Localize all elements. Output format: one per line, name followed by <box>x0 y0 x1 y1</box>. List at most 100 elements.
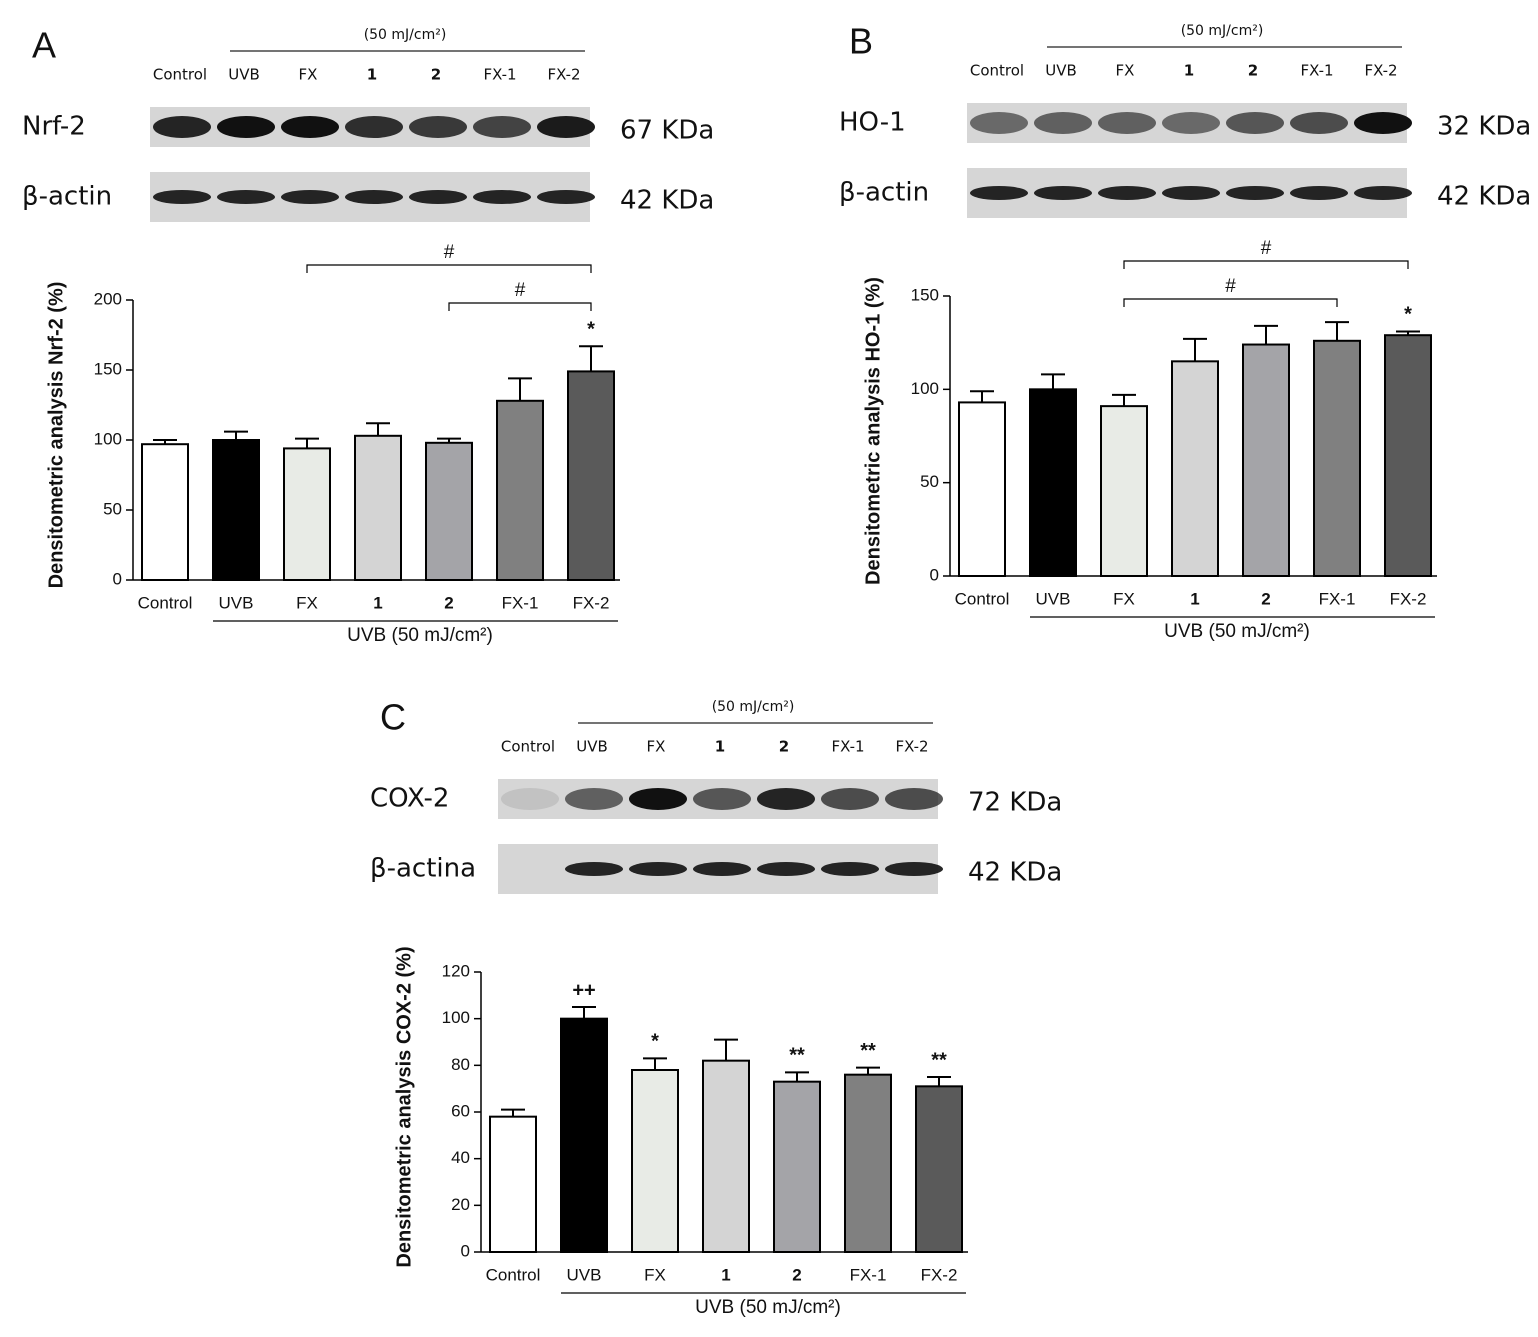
x-tick-label: 1 <box>1190 589 1199 608</box>
y-tick-label: 0 <box>461 1241 470 1260</box>
blot-band <box>537 116 595 138</box>
y-tick-label: 40 <box>451 1148 470 1167</box>
blot-band <box>1354 112 1412 134</box>
x-tick-label: Control <box>138 593 193 612</box>
bar <box>844 1073 892 1253</box>
bracket-label: # <box>444 242 455 263</box>
x-tick-label: FX-1 <box>502 593 539 612</box>
x-tick-label: UVB <box>219 593 254 612</box>
blot-size-label: 42 KDa <box>1437 182 1531 212</box>
lane-label: FX-2 <box>895 738 928 756</box>
significance-mark: ++ <box>572 979 595 1001</box>
lane-label: Control <box>970 62 1024 80</box>
lane-label: FX <box>1116 62 1135 80</box>
blot-band <box>821 788 879 810</box>
bar <box>1313 339 1361 577</box>
y-axis-label: Densitometric analysis HO-1 (%) <box>862 277 884 585</box>
bar <box>354 434 402 581</box>
blot-header: (50 mJ/cm²) <box>712 699 795 715</box>
bar <box>212 439 260 581</box>
blot-band <box>473 190 531 204</box>
lane-label: FX <box>299 66 318 84</box>
blot-band <box>1226 112 1284 134</box>
x-tick-label: UVB <box>567 1265 602 1284</box>
panel-letter: A <box>32 25 56 66</box>
blot-band <box>501 788 559 810</box>
x-tick-label: FX <box>644 1265 666 1284</box>
y-tick-label: 50 <box>103 499 122 518</box>
x-tick-label: FX-1 <box>850 1265 887 1284</box>
bar <box>915 1085 963 1254</box>
blot-band <box>153 116 211 138</box>
blot-band <box>693 862 751 876</box>
x-tick-label: 2 <box>444 593 453 612</box>
blot-band <box>1226 186 1284 200</box>
x-tick-label: FX <box>1113 589 1135 608</box>
y-tick-label: 20 <box>451 1195 470 1214</box>
y-tick-label: 100 <box>911 379 939 398</box>
blot-band <box>473 116 531 138</box>
blot-band <box>757 862 815 876</box>
comparison-bracket <box>448 302 592 311</box>
blot-row-label: Nrf-2 <box>22 112 86 142</box>
panel-letter: C <box>380 697 406 738</box>
x-tick-label: FX-2 <box>921 1265 958 1284</box>
bar <box>489 1115 537 1253</box>
significance-mark: * <box>1404 304 1412 326</box>
comparison-bracket <box>306 264 592 273</box>
lane-label: 1 <box>367 66 377 84</box>
blot-band <box>970 186 1028 200</box>
blot-band <box>565 862 623 876</box>
lane-label: 2 <box>779 738 789 756</box>
blot-size-label: 32 KDa <box>1437 112 1531 142</box>
x-axis-label: UVB (50 mJ/cm²) <box>1164 621 1310 642</box>
blot-band <box>153 190 211 204</box>
blot-band <box>885 862 943 876</box>
bar <box>425 441 473 581</box>
x-tick-label: FX <box>296 593 318 612</box>
x-tick-label: FX-2 <box>573 593 610 612</box>
lane-label: FX-2 <box>547 66 580 84</box>
blot-band <box>409 190 467 204</box>
significance-mark: * <box>587 318 595 340</box>
lane-label: FX-1 <box>1300 62 1333 80</box>
blot-size-label: 42 KDa <box>620 186 714 216</box>
bar <box>496 399 544 581</box>
blot-band <box>1034 112 1092 134</box>
y-tick-label: 150 <box>94 359 122 378</box>
bar <box>1242 343 1290 577</box>
y-tick-label: 80 <box>451 1055 470 1074</box>
bar <box>141 443 189 582</box>
blot-band <box>345 190 403 204</box>
blot-header: (50 mJ/cm²) <box>1181 23 1264 39</box>
blot-row-label: β-actin <box>22 182 112 212</box>
blot-band <box>821 862 879 876</box>
comparison-bracket <box>1123 298 1338 307</box>
y-tick-label: 100 <box>94 429 122 448</box>
lane-label: Control <box>501 738 555 756</box>
blot-band <box>693 788 751 810</box>
blot-band <box>345 116 403 138</box>
bracket-label: # <box>515 280 526 301</box>
y-tick-label: 0 <box>930 565 939 584</box>
x-tick-label: Control <box>955 589 1010 608</box>
significance-mark: ** <box>789 1045 805 1067</box>
y-axis-label: Densitometric analysis COX-2 (%) <box>393 946 415 1267</box>
y-tick-label: 60 <box>451 1101 470 1120</box>
bar <box>1384 334 1432 578</box>
blot-row-label: HO-1 <box>839 108 906 138</box>
lane-label: 1 <box>715 738 725 756</box>
x-tick-label: 1 <box>721 1265 730 1284</box>
bar <box>631 1069 679 1253</box>
bracket-label: # <box>1225 276 1236 297</box>
y-axis-label: Densitometric analysis Nrf-2 (%) <box>45 282 67 589</box>
y-tick-label: 150 <box>911 285 939 304</box>
bar <box>1171 360 1219 578</box>
lane-label: Control <box>153 66 207 84</box>
significance-mark: * <box>651 1031 659 1053</box>
x-axis-label: UVB (50 mJ/cm²) <box>347 625 493 646</box>
panel-letter: B <box>849 21 873 62</box>
blot-band <box>629 788 687 810</box>
blot-row-label: COX-2 <box>370 784 449 814</box>
y-tick-label: 100 <box>442 1008 470 1027</box>
